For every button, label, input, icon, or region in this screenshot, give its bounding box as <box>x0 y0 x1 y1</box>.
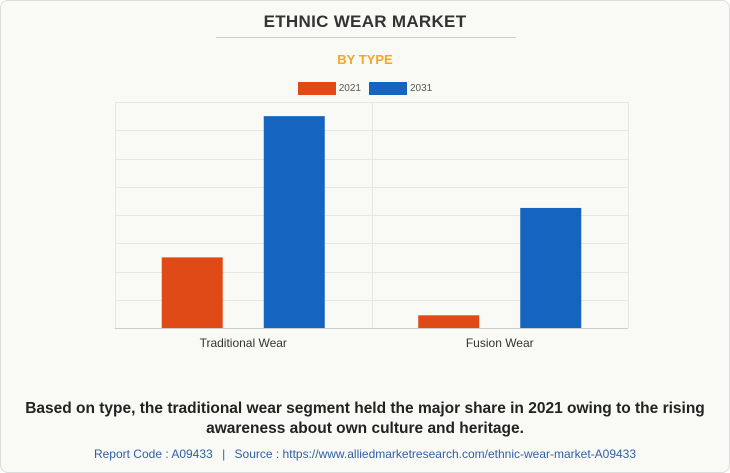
chart-footnote: Based on type, the traditional wear segm… <box>25 400 705 437</box>
source-link[interactable]: Source : https://www.alliedmarketresearc… <box>234 447 637 461</box>
legend-item-2031: 2031 <box>369 81 433 95</box>
bar-2021-fusion-wear <box>418 315 480 328</box>
source-line: Report Code : A09433 | Source : https://… <box>1 447 729 461</box>
chart-legend: 2021 2031 <box>1 80 729 96</box>
x-tick-label: Fusion Wear <box>466 336 534 350</box>
x-tick-label: Traditional Wear <box>200 336 287 350</box>
bar-2031-fusion-wear <box>520 207 582 328</box>
title-divider <box>216 37 516 38</box>
legend-swatch-2021 <box>297 81 336 95</box>
report-code: Report Code : A09433 <box>93 447 213 461</box>
legend-label-2031: 2031 <box>410 82 433 94</box>
legend-swatch-2031 <box>369 81 407 95</box>
legend-label-2021: 2021 <box>338 82 361 94</box>
legend-item-2021: 2021 <box>297 81 361 95</box>
bar-2021-traditional-wear <box>161 257 223 328</box>
source-separator: | <box>222 447 226 461</box>
bar-chart: Traditional Wear Fusion Wear <box>115 102 629 350</box>
chart-title: ETHNIC WEAR MARKET <box>263 12 467 31</box>
chart-subtitle: BY TYPE <box>337 52 393 67</box>
bar-2031-traditional-wear <box>263 116 325 328</box>
